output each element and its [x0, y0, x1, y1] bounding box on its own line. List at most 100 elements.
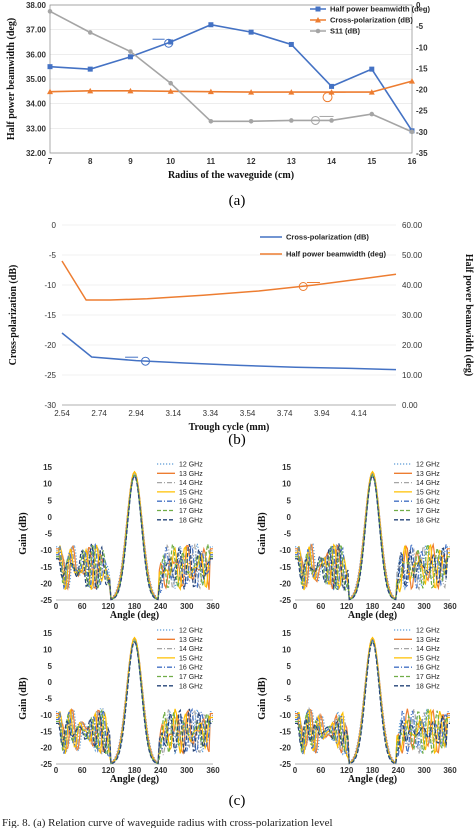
x-tick-label: 120 [340, 766, 354, 775]
data-point [47, 9, 53, 14]
x-tick-label: 3.94 [314, 409, 330, 418]
chart-b-trough-cycle: 0 -5 -10 -15 -20 -25 -30 60.00 50.00 40.00 30.00 20… [8, 221, 474, 433]
y-tick-label: 0 [287, 513, 292, 522]
x-tick-label: 180 [128, 766, 142, 775]
series-line-0 [295, 472, 450, 600]
x-tick-label: 300 [417, 766, 431, 775]
axis-indicator-circle [310, 115, 320, 125]
x-axis-label: Radius of the waveguide (cm) [168, 170, 294, 181]
y2-tick-label: 30.00 [402, 311, 423, 320]
y-tick-label: -10 [279, 711, 291, 720]
x-tick-label: 0 [54, 766, 59, 775]
data-point [168, 80, 173, 86]
y-tick-label: 10 [43, 645, 52, 654]
legend-label: 17 GHz [179, 674, 203, 681]
series-line-6 [56, 640, 213, 765]
series-line-0 [49, 23, 413, 132]
legend-marker [315, 17, 321, 23]
data-point [329, 83, 335, 89]
y-axis-label: Gain (dB) [257, 512, 268, 555]
legend-label: Cross-polarization (dB) [330, 16, 413, 25]
legend-label: 18 GHz [416, 517, 440, 524]
series-line-3 [295, 636, 450, 765]
y-tick-label: 5 [48, 496, 53, 505]
x-tick-label: 9 [128, 157, 133, 166]
legend-label: 18 GHz [416, 683, 440, 690]
series-line-0 [61, 332, 397, 371]
series-line-2 [295, 637, 450, 764]
legend-label: 16 GHz [179, 499, 203, 506]
legend-label: 17 GHz [416, 508, 440, 515]
x-tick-label: 15 [367, 157, 376, 166]
data-point [47, 64, 53, 70]
y-tick-label: -5 [45, 695, 53, 704]
legend-label: 16 GHz [179, 665, 203, 672]
legend-label: 14 GHz [179, 646, 203, 653]
y-tick-label: -10 [279, 546, 291, 555]
x-tick-label: 3.54 [240, 409, 256, 418]
y-tick-label: 38.00 [26, 1, 47, 10]
data-point [248, 29, 254, 35]
x-tick-label: 60 [316, 602, 325, 611]
legend-label: 15 GHz [416, 489, 440, 496]
y-tick-label: 36.00 [26, 50, 47, 59]
y2-tick-label: -35 [416, 149, 428, 158]
data-point [288, 89, 295, 95]
x-axis-label: Angle (deg) [110, 774, 159, 785]
data-point [128, 49, 133, 54]
legend-label: 18 GHz [179, 683, 203, 690]
x-tick-label: 2.54 [54, 409, 70, 418]
data-point [167, 88, 174, 94]
x-tick-label: 0 [293, 602, 298, 611]
y-tick-label: 15 [282, 463, 291, 472]
legend-label: 17 GHz [179, 508, 203, 515]
data-point [208, 22, 214, 28]
legend-label: Half power beamwidth (deg) [330, 5, 431, 14]
y-tick-label: -10 [44, 281, 56, 290]
y-axis-label: Gain (dB) [18, 512, 29, 555]
y2-tick-label: 50.00 [402, 251, 423, 260]
data-point [248, 118, 254, 124]
series-line-2 [49, 10, 413, 133]
y-tick-label: -15 [44, 311, 56, 320]
x-axis-label: Trough cycle (mm) [189, 422, 270, 433]
y-tick-label: -10 [40, 546, 52, 555]
x-tick-label: 300 [417, 602, 431, 611]
y-tick-label: 10 [43, 480, 52, 489]
x-tick-label: 120 [102, 766, 116, 775]
legend-label: 13 GHz [416, 637, 440, 644]
y-tick-label: 15 [43, 463, 52, 472]
y2-tick-label: 20.00 [402, 341, 423, 350]
legend-label: 12 GHz [179, 462, 203, 469]
x-tick-label: 180 [366, 766, 380, 775]
series-line-1 [49, 80, 413, 93]
axis-indicator-circle [164, 38, 174, 48]
x-tick-label: 180 [366, 602, 380, 611]
x-tick-label: 0 [54, 602, 59, 611]
data-point [87, 66, 93, 72]
y2-tick-label: -25 [416, 107, 428, 116]
y-tick-label: -5 [284, 530, 292, 539]
axis-indicator-circle [298, 282, 308, 291]
x-tick-label: 60 [78, 766, 87, 775]
panel-label-a: (a) [229, 193, 246, 209]
legend-label: 15 GHz [179, 655, 203, 662]
data-point [289, 118, 294, 123]
legend-label: 14 GHz [179, 480, 203, 487]
y-tick-label: -25 [279, 760, 291, 769]
y2-tick-label: 10.00 [402, 371, 423, 380]
legend-label: 13 GHz [179, 637, 203, 644]
y-tick-label: 0 [52, 221, 57, 230]
x-tick-label: 3.34 [203, 409, 219, 418]
x-tick-label: 60 [78, 602, 87, 611]
y-tick-label: 0 [48, 678, 53, 687]
y-tick-label: 10 [282, 480, 291, 489]
legend-label: 15 GHz [416, 655, 440, 662]
y-tick-label: -20 [279, 579, 291, 588]
data-point [288, 41, 294, 47]
series-line-3 [56, 636, 213, 765]
y-tick-label: -15 [279, 727, 291, 736]
data-point [87, 30, 93, 35]
y-axis-label: Cross-polarization (dB) [8, 265, 19, 366]
x-tick-label: 13 [287, 157, 296, 166]
